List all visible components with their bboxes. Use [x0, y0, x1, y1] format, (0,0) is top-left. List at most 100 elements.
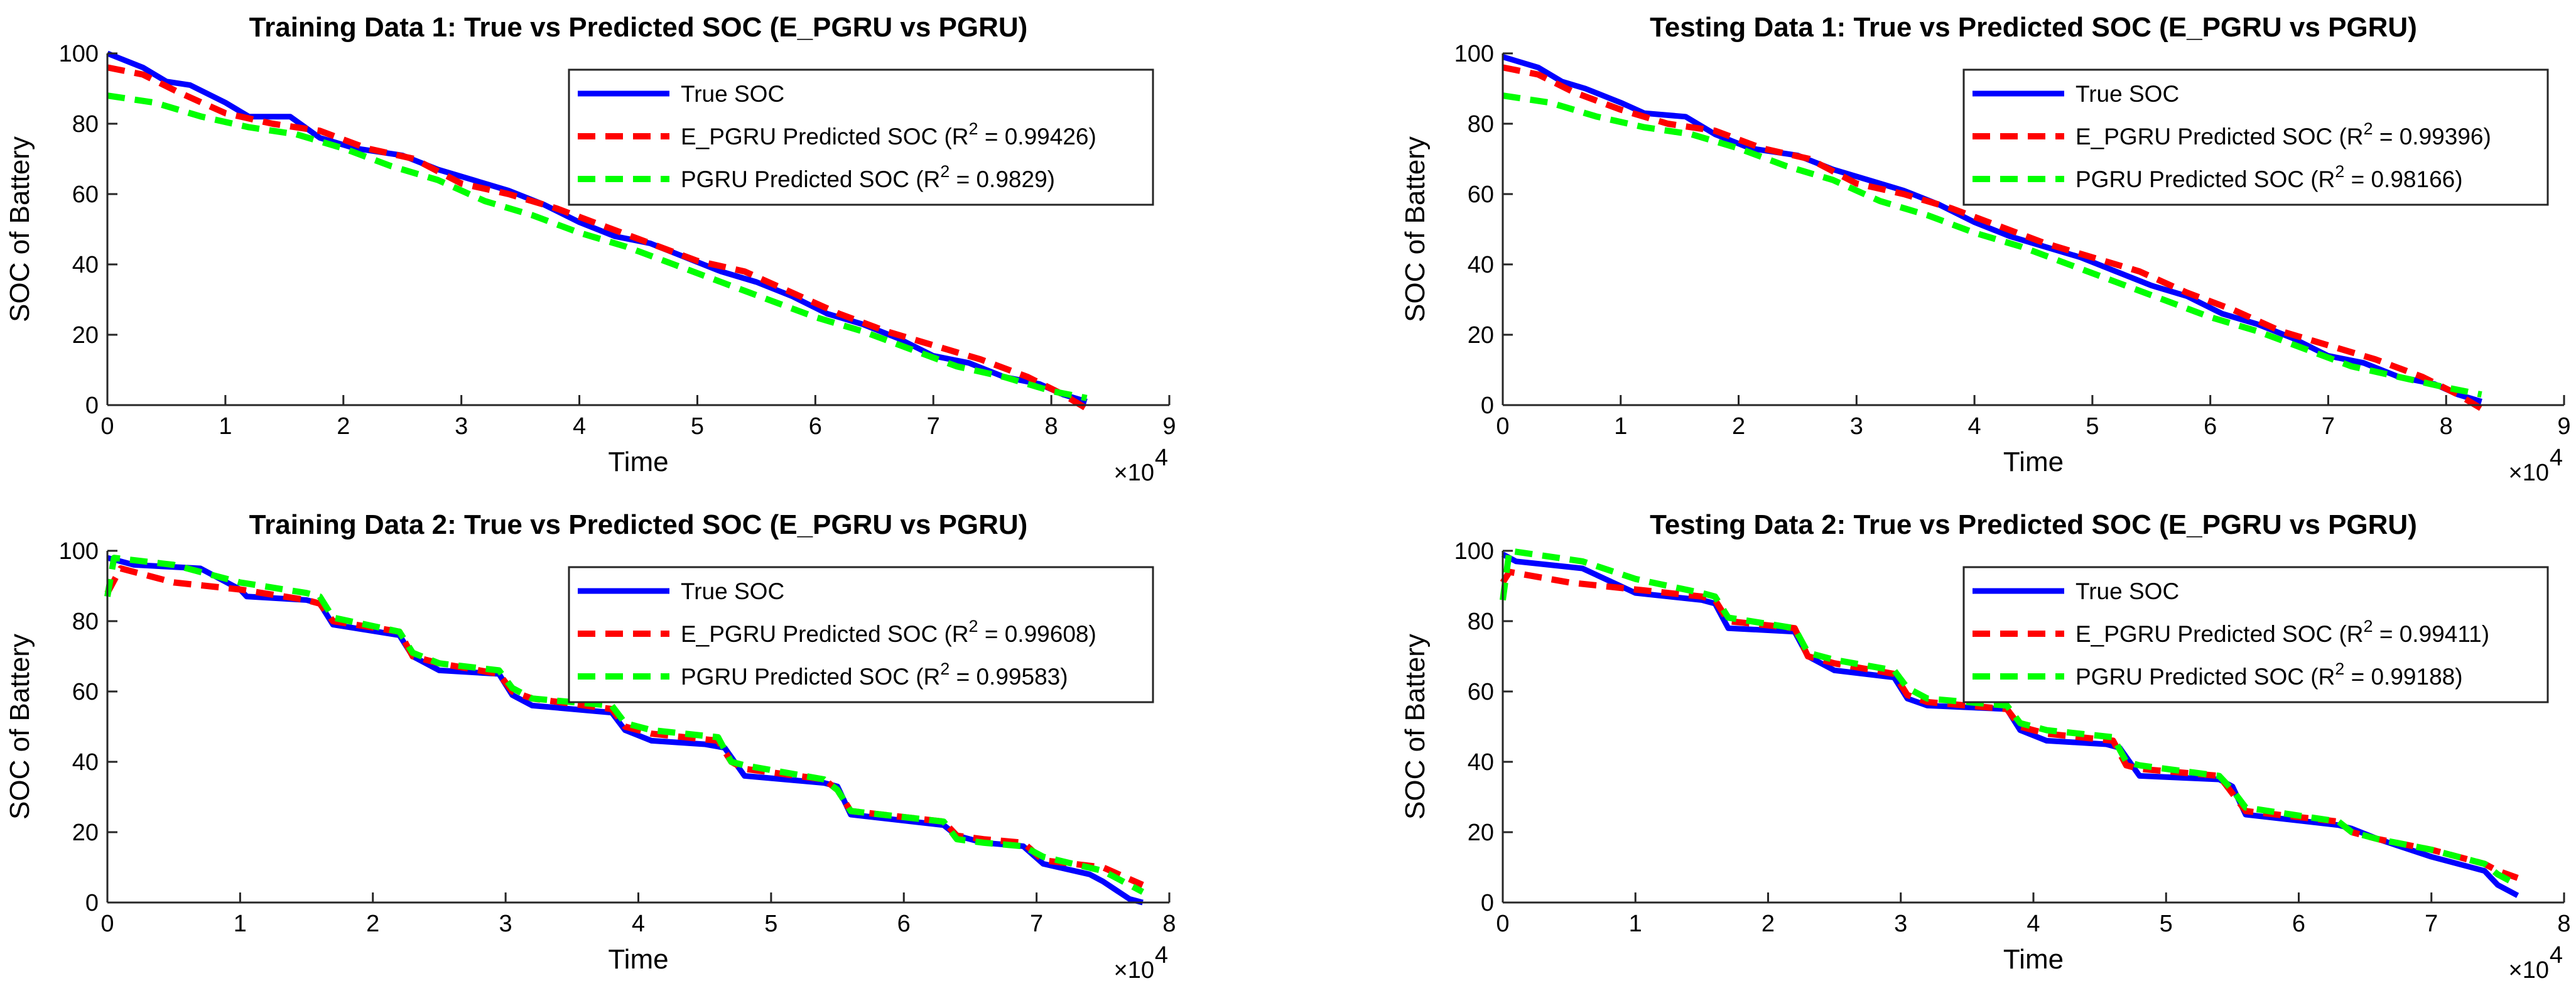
x-axis-multiplier: ×10	[1114, 460, 1154, 486]
y-tick-label: 0	[1481, 393, 1494, 419]
legend-superscript: 2	[940, 162, 950, 181]
legend-label: PGRU Predicted SOC (R2 = 0.98166)	[2075, 162, 2463, 192]
legend-label-text: E_PGRU Predicted SOC (R	[681, 124, 969, 149]
legend-superscript: 2	[940, 659, 950, 678]
x-tick-label: 6	[897, 911, 911, 937]
series-line-e-pgru	[104, 565, 1144, 888]
y-tick-label: 20	[72, 820, 99, 846]
chart-title: Training Data 2: True vs Predicted SOC (…	[249, 509, 1028, 540]
y-tick-label: 100	[59, 41, 99, 67]
legend-label: True SOC	[681, 578, 784, 604]
x-tick-label: 4	[573, 413, 586, 440]
x-tick-label: 0	[1496, 413, 1509, 440]
x-tick-label: 3	[455, 413, 468, 440]
y-tick-label: 80	[1468, 609, 1494, 635]
x-tick-label: 7	[927, 413, 940, 440]
y-tick-label: 40	[72, 749, 99, 776]
legend-label: E_PGRU Predicted SOC (R2 = 0.99396)	[2075, 119, 2491, 149]
y-tick-label: 40	[1468, 749, 1494, 776]
x-tick-label: 3	[1894, 911, 1907, 937]
legend-label: E_PGRU Predicted SOC (R2 = 0.99426)	[681, 119, 1096, 149]
legend-label-text: True SOC	[681, 578, 784, 604]
legend-label: PGRU Predicted SOC (R2 = 0.99583)	[681, 659, 1068, 690]
panel-2: 0 1 2 3 4 5 6 7 8 9 0 20 40 60 80 100 Testing Data 1: Tr…	[1400, 12, 2571, 486]
x-tick-label: 2	[1732, 413, 1745, 440]
legend-label: True SOC	[2075, 578, 2179, 604]
x-tick-label: 4	[2027, 911, 2040, 937]
legend-value: = 0.99188)	[2344, 664, 2462, 690]
legend-label-text: E_PGRU Predicted SOC (R	[681, 621, 969, 647]
x-axis-multiplier: ×10	[2509, 957, 2549, 984]
legend-label-text: True SOC	[2075, 578, 2179, 604]
y-tick-label: 80	[1468, 111, 1494, 138]
chart-title: Testing Data 2: True vs Predicted SOC (E…	[1650, 509, 2417, 540]
x-tick-label: 0	[100, 413, 114, 440]
x-tick-label: 1	[219, 413, 232, 440]
x-axis-multiplier: ×10	[2509, 460, 2549, 486]
legend-label: PGRU Predicted SOC (R2 = 0.99188)	[2075, 659, 2463, 690]
x-tick-label: 5	[764, 911, 777, 937]
x-tick-label: 5	[2160, 911, 2173, 937]
x-axis-exponent: 4	[1155, 445, 1168, 471]
y-tick-label: 80	[72, 111, 99, 138]
x-tick-label: 5	[2086, 413, 2099, 440]
series-line-true-soc	[1501, 551, 2519, 898]
legend-label-text: PGRU Predicted SOC (R	[2075, 166, 2335, 192]
chart-title: Testing Data 1: True vs Predicted SOC (E…	[1650, 12, 2417, 43]
x-tick-label: 3	[499, 911, 512, 937]
x-tick-label: 3	[1850, 413, 1863, 440]
legend-value: = 0.99608)	[978, 621, 1096, 647]
legend-label-text: E_PGRU Predicted SOC (R	[2075, 124, 2364, 149]
x-tick-label: 0	[1496, 911, 1509, 937]
x-axis-exponent: 4	[2550, 942, 2563, 968]
series-line-e-pgru	[1502, 64, 2484, 411]
legend-label-text: E_PGRU Predicted SOC (R	[2075, 621, 2364, 647]
legend-value: = 0.9829)	[950, 166, 1055, 192]
legend-superscript: 2	[2335, 162, 2344, 181]
legend-label-text: PGRU Predicted SOC (R	[2075, 664, 2335, 690]
x-tick-label: 6	[2204, 413, 2217, 440]
legend-label: PGRU Predicted SOC (R2 = 0.9829)	[681, 162, 1055, 192]
legend-value: = 0.99426)	[978, 124, 1096, 149]
legend-value: = 0.99411)	[2373, 621, 2490, 647]
x-tick-label: 2	[337, 413, 350, 440]
x-tick-label: 8	[1045, 413, 1058, 440]
x-tick-label: 8	[2440, 413, 2453, 440]
series-line-pgru	[107, 92, 1088, 401]
x-tick-label: 7	[1030, 911, 1043, 937]
series-line-pgru	[1502, 92, 2482, 398]
x-tick-label: 2	[366, 911, 379, 937]
x-axis-multiplier: ×10	[1114, 957, 1154, 984]
legend-label: E_PGRU Predicted SOC (R2 = 0.99608)	[681, 617, 1096, 647]
x-tick-label: 8	[2557, 911, 2570, 937]
legend-label: E_PGRU Predicted SOC (R2 = 0.99411)	[2075, 617, 2489, 647]
y-tick-label: 100	[1454, 41, 1494, 67]
x-tick-label: 7	[2322, 413, 2335, 440]
legend-label: True SOC	[681, 81, 784, 107]
x-tick-label: 1	[1629, 911, 1642, 937]
legend-superscript: 2	[2335, 659, 2344, 678]
y-tick-label: 0	[1481, 890, 1494, 916]
y-tick-label: 0	[85, 393, 99, 419]
y-axis-label: SOC of Battery	[1400, 634, 1431, 820]
x-tick-label: 4	[632, 911, 645, 937]
legend-superscript: 2	[2364, 617, 2373, 636]
legend-label-text: PGRU Predicted SOC (R	[681, 664, 940, 690]
y-tick-label: 60	[1468, 679, 1494, 705]
legend: True SOC E_PGRU Predicted SOC (R2 = 0.993…	[1962, 68, 2549, 206]
x-tick-label: 7	[2425, 911, 2438, 937]
x-tick-label: 2	[1762, 911, 1775, 937]
y-tick-label: 60	[72, 182, 99, 208]
y-tick-label: 20	[1468, 322, 1494, 349]
x-tick-label: 5	[691, 413, 704, 440]
x-axis-label: Time	[608, 944, 668, 975]
legend-label: True SOC	[2075, 81, 2179, 107]
y-tick-label: 40	[72, 252, 99, 278]
x-axis-label: Time	[608, 447, 668, 477]
series-line-pgru	[1500, 548, 2519, 888]
